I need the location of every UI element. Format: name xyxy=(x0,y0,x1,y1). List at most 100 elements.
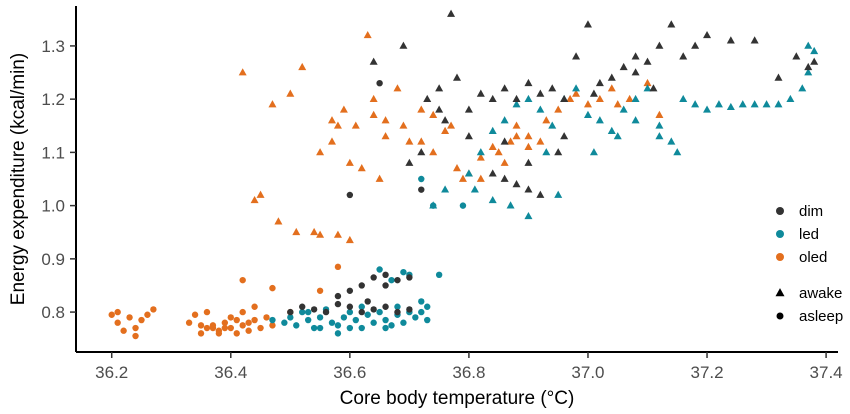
point-oled-awake xyxy=(506,137,515,145)
point-dim-awake xyxy=(417,148,426,156)
point-led-awake xyxy=(554,190,563,198)
point-oled-awake xyxy=(500,158,509,166)
point-dim-awake xyxy=(560,132,569,140)
point-dim-asleep xyxy=(358,308,365,316)
point-dim-asleep xyxy=(394,276,401,284)
point-dim-awake xyxy=(369,57,378,65)
point-led-asleep xyxy=(418,175,425,183)
point-oled-awake xyxy=(572,89,581,97)
point-led-awake xyxy=(506,201,515,209)
point-led-asleep xyxy=(388,322,395,329)
point-led-awake xyxy=(470,185,479,193)
point-oled-awake xyxy=(566,94,575,103)
point-led-awake xyxy=(488,195,497,204)
point-oled-awake xyxy=(316,148,325,156)
point-dim-awake xyxy=(703,30,712,39)
point-led-awake xyxy=(691,100,700,108)
point-oled-awake xyxy=(405,137,414,145)
point-oled-awake xyxy=(458,174,467,182)
point-led-asleep xyxy=(287,314,294,321)
point-oled-awake xyxy=(488,142,497,150)
point-oled-asleep xyxy=(209,324,217,332)
point-led-asleep xyxy=(304,316,312,324)
y-tick-label: 1.3 xyxy=(41,37,65,56)
point-oled-asleep xyxy=(215,330,223,337)
point-oled-awake xyxy=(310,227,319,236)
point-dim-awake xyxy=(810,57,819,65)
point-led-awake xyxy=(655,121,664,129)
y-axis-ticks: 0.8 0.9 1.0 1.1 1.2 1.3 xyxy=(41,37,76,322)
point-dim-asleep xyxy=(346,303,354,310)
point-oled-awake xyxy=(333,121,342,129)
point-led-asleep xyxy=(382,324,389,332)
point-dim-awake xyxy=(524,185,533,193)
point-oled-asleep xyxy=(191,311,199,318)
point-oled-asleep xyxy=(221,319,229,326)
point-dim-awake xyxy=(589,89,598,97)
point-oled-awake xyxy=(393,84,402,92)
point-oled-asleep xyxy=(233,330,240,337)
point-dim-awake xyxy=(643,57,652,65)
point-oled-awake xyxy=(441,126,450,134)
point-dim-asleep xyxy=(346,191,354,199)
x-tick-label: 36.6 xyxy=(333,363,366,382)
point-oled-awake xyxy=(625,94,634,103)
point-led-asleep xyxy=(352,316,359,324)
point-oled-asleep xyxy=(334,263,342,271)
point-oled-awake xyxy=(542,116,551,124)
point-led-awake xyxy=(703,105,712,113)
point-oled-asleep xyxy=(251,316,258,324)
point-dim-awake xyxy=(464,105,473,113)
y-tick-label: 0.8 xyxy=(41,303,65,322)
point-oled-awake xyxy=(327,137,336,145)
point-oled-awake xyxy=(363,30,372,39)
point-led-asleep xyxy=(429,202,437,209)
point-oled-asleep xyxy=(203,324,211,332)
point-led-awake xyxy=(476,148,485,156)
point-dim-asleep xyxy=(376,79,383,87)
point-dim-awake xyxy=(583,20,592,28)
point-led-asleep xyxy=(358,303,365,310)
point-oled-awake xyxy=(369,94,378,103)
point-led-asleep xyxy=(364,311,371,318)
x-axis-ticks: 36.2 36.4 36.6 36.8 37.0 37.2 37.4 xyxy=(95,352,843,382)
point-oled-awake xyxy=(357,164,366,172)
y-axis-title: Energy expenditure (kcal/min) xyxy=(8,53,29,305)
point-oled-awake xyxy=(345,158,354,166)
point-dim-awake xyxy=(524,78,533,87)
point-oled-awake xyxy=(256,190,265,198)
point-led-awake xyxy=(524,211,533,220)
point-oled-asleep xyxy=(227,314,234,321)
point-dim-asleep xyxy=(382,271,389,279)
point-led-asleep xyxy=(370,319,377,326)
point-oled-awake xyxy=(524,142,533,150)
point-dim-awake xyxy=(500,174,509,182)
point-dim-asleep xyxy=(358,282,365,289)
point-led-asleep xyxy=(334,322,342,329)
point-led-asleep xyxy=(459,202,467,209)
point-dim-asleep xyxy=(382,282,389,289)
point-oled-asleep xyxy=(138,316,145,324)
legend-asleep-label: asleep xyxy=(799,308,843,325)
point-led-asleep xyxy=(435,271,443,279)
point-led-awake xyxy=(595,116,604,124)
point-dim-awake xyxy=(560,94,569,103)
point-oled-awake xyxy=(476,153,485,161)
point-led-awake xyxy=(589,148,598,156)
point-led-awake xyxy=(798,84,807,92)
point-oled-awake xyxy=(554,105,563,113)
point-led-asleep xyxy=(293,322,300,329)
point-led-awake xyxy=(774,100,783,108)
point-led-awake xyxy=(512,100,521,108)
point-dim-awake xyxy=(476,89,485,97)
point-oled-awake xyxy=(595,94,604,103)
point-dim-awake xyxy=(405,158,414,166)
point-oled-asleep xyxy=(221,324,229,332)
point-led-awake xyxy=(542,148,551,156)
point-oled-awake xyxy=(381,116,390,124)
point-led-awake xyxy=(786,94,795,103)
point-oled-asleep xyxy=(233,316,240,324)
point-led-asleep xyxy=(400,268,407,276)
point-dim-awake xyxy=(524,158,533,166)
point-led-asleep xyxy=(269,316,276,324)
